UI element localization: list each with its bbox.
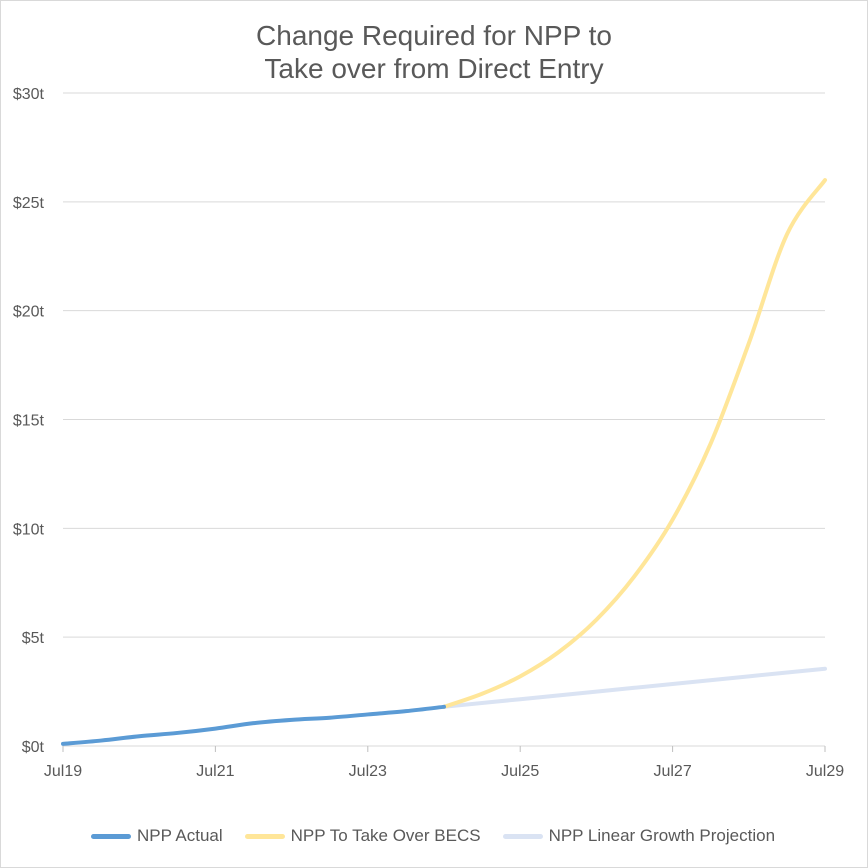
y-tick-label: $15t bbox=[13, 413, 45, 430]
chart-title-line-1: Change Required for NPP to bbox=[256, 20, 612, 51]
chart-title: Change Required for NPP to Take over fro… bbox=[1, 19, 867, 85]
x-tick-label: Jul27 bbox=[653, 763, 691, 780]
y-tick-label: $10t bbox=[13, 521, 45, 538]
chart-title-line-2: Take over from Direct Entry bbox=[264, 53, 604, 84]
legend-item: NPP Actual bbox=[90, 826, 223, 846]
series-line-npp-actual bbox=[61, 704, 446, 746]
legend-label: NPP To Take Over BECS bbox=[290, 826, 481, 845]
legend-item: NPP Linear Growth Projection bbox=[502, 826, 776, 846]
legend-swatch bbox=[90, 833, 131, 839]
y-tick-label: $25t bbox=[13, 195, 45, 212]
legend-label: NPP Actual bbox=[136, 826, 223, 845]
series-line-npp-linear-growth-projection bbox=[442, 666, 827, 709]
y-tick-label: $30t bbox=[13, 86, 45, 103]
y-tick-label: $0t bbox=[22, 739, 45, 756]
x-tick-label: Jul25 bbox=[501, 763, 539, 780]
x-tick-label: Jul21 bbox=[196, 763, 234, 780]
legend-swatch bbox=[244, 833, 285, 839]
y-tick-label: $20t bbox=[13, 304, 45, 321]
legend-item: NPP To Take Over BECS bbox=[244, 826, 481, 846]
chart-legend: NPP Actual NPP To Take Over BECS NPP Linea… bbox=[0, 826, 866, 846]
x-tick-label: Jul29 bbox=[806, 763, 844, 780]
x-tick-label: Jul23 bbox=[349, 763, 387, 780]
legend-label: NPP Linear Growth Projection bbox=[548, 826, 776, 845]
x-tick-label: Jul19 bbox=[44, 763, 82, 780]
legend-swatch bbox=[502, 833, 543, 839]
series-line-npp-to-take-over-becs bbox=[442, 178, 827, 709]
y-tick-label: $5t bbox=[22, 630, 45, 647]
